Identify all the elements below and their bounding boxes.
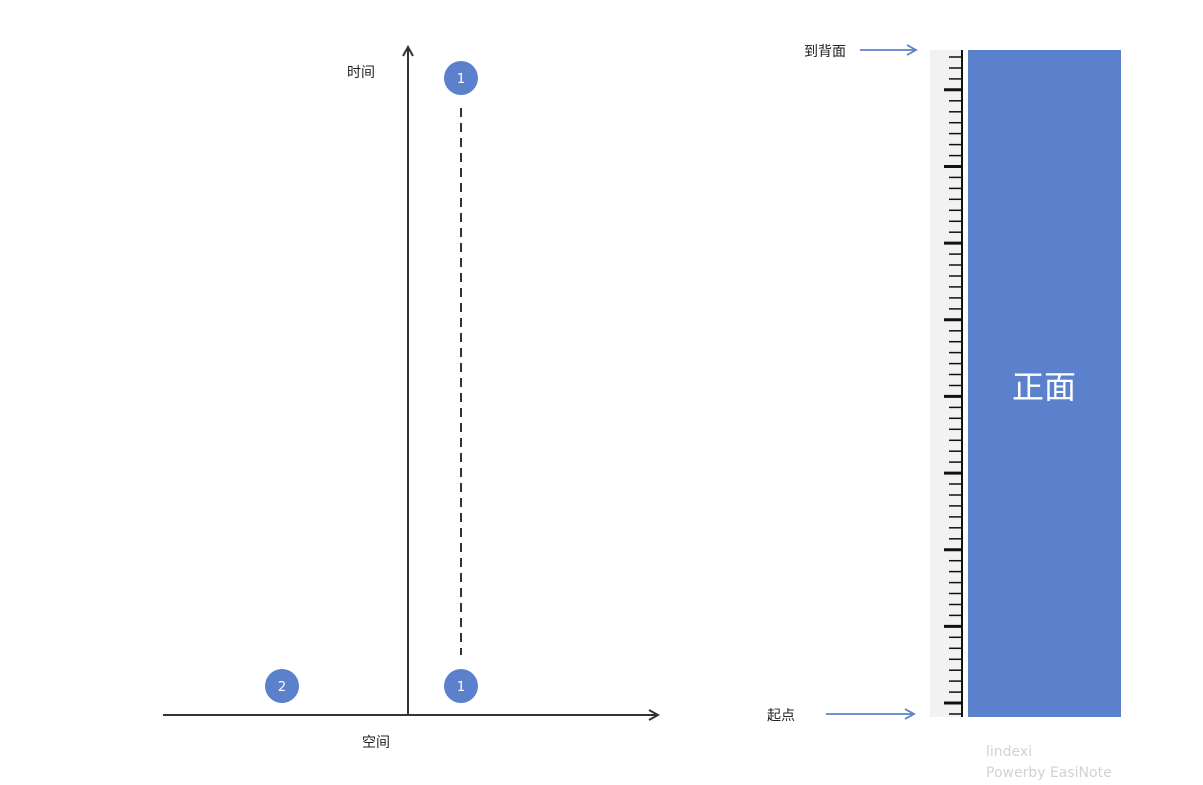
event-marker-top-label: 1 [457,72,465,87]
to-back-label: 到背面 [804,44,846,60]
event-marker-left-label: 2 [278,680,286,695]
event-marker-bottom-label: 1 [457,680,465,695]
ruler-ticks [944,56,962,715]
start-label: 起点 [767,708,795,724]
watermark-line1: lindexi [986,744,1032,760]
time-axis-label: 时间 [347,65,375,81]
event-marker-top: 1 [444,61,478,95]
watermark: lindexi Powerby EasiNote [986,744,1112,781]
event-marker-left: 2 [265,669,299,703]
front-panel [968,50,1121,717]
space-axis-label: 空间 [362,735,390,751]
ruler-strip [930,50,963,717]
event-marker-bottom: 1 [444,669,478,703]
spacetime-diagram: 时间 空间 1 1 2 [163,47,658,751]
ruler-diagram: 正面 到背面 起点 [767,44,1121,724]
front-panel-label: 正面 [1012,368,1076,406]
watermark-line2: Powerby EasiNote [986,765,1112,781]
